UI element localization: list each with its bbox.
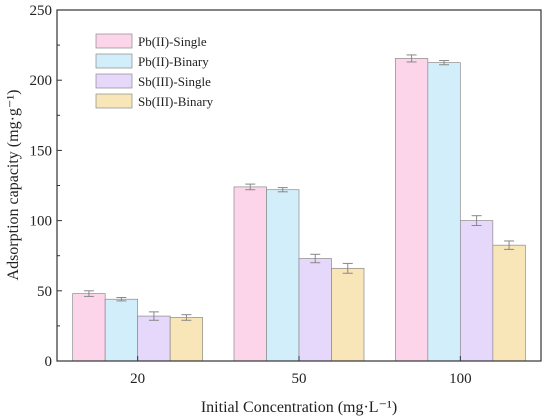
y-axis-title: Adsorption capacity (mg·g⁻¹) [5, 90, 22, 281]
legend-label: Sb(III)-Single [138, 74, 211, 89]
bar [298, 258, 332, 362]
legend-label: Pb(II)-Binary [138, 54, 209, 69]
y-tick-label: 0 [45, 354, 53, 370]
x-axis-title: Initial Concentration (mg·L⁻¹) [201, 399, 397, 416]
bar [266, 189, 300, 362]
legend-label: Pb(II)-Single [138, 34, 207, 49]
y-tick-label: 100 [30, 214, 53, 230]
legend-swatch [95, 93, 133, 109]
legend-label: Sb(III)-Binary [138, 94, 214, 109]
bar [137, 315, 171, 362]
bar [492, 244, 526, 362]
legend: Pb(II)-Single Pb(II)-Binary Sb(III)-Single… [95, 33, 214, 109]
y-tick-label: 250 [30, 3, 53, 19]
bar [104, 298, 139, 362]
bar [427, 62, 461, 362]
bar [459, 220, 494, 362]
x-tick-label: 50 [292, 371, 307, 387]
legend-swatch [95, 33, 133, 49]
x-axis: 20 50 100 [130, 356, 472, 387]
bars-layer [72, 58, 526, 362]
y-tick-label: 50 [37, 284, 52, 300]
x-tick-label: 100 [449, 371, 472, 387]
y-axis: 0 50 100 150 200 250 [30, 3, 62, 370]
error-bars-layer [83, 54, 515, 321]
bar [233, 186, 267, 362]
bar [72, 293, 106, 362]
bar [394, 58, 429, 362]
y-tick-label: 200 [30, 73, 53, 89]
y-tick-label: 150 [30, 143, 53, 159]
bar [331, 267, 365, 362]
x-tick-label: 20 [130, 371, 145, 387]
legend-swatch [95, 73, 133, 89]
bar [169, 317, 204, 362]
legend-swatch [95, 53, 133, 69]
